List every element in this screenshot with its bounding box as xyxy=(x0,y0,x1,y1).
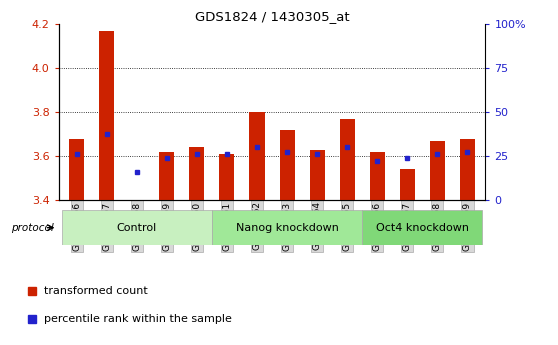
Bar xyxy=(159,152,174,200)
Text: Oct4 knockdown: Oct4 knockdown xyxy=(376,223,469,233)
Bar xyxy=(370,152,385,200)
Bar xyxy=(99,31,114,200)
Bar xyxy=(460,138,475,200)
Text: protocol: protocol xyxy=(11,223,54,233)
Bar xyxy=(280,130,295,200)
Title: GDS1824 / 1430305_at: GDS1824 / 1430305_at xyxy=(195,10,349,23)
Text: Control: Control xyxy=(117,223,157,233)
Text: Nanog knockdown: Nanog knockdown xyxy=(235,223,339,233)
Bar xyxy=(69,138,84,200)
Bar xyxy=(189,147,204,200)
Bar xyxy=(362,210,483,245)
Bar xyxy=(430,141,445,200)
Bar xyxy=(340,119,355,200)
Bar xyxy=(400,169,415,200)
Bar xyxy=(61,210,212,245)
Bar xyxy=(310,149,325,200)
Text: transformed count: transformed count xyxy=(45,286,148,296)
Bar xyxy=(249,112,264,200)
Bar xyxy=(212,210,362,245)
Bar xyxy=(219,154,234,200)
Text: percentile rank within the sample: percentile rank within the sample xyxy=(45,314,232,324)
